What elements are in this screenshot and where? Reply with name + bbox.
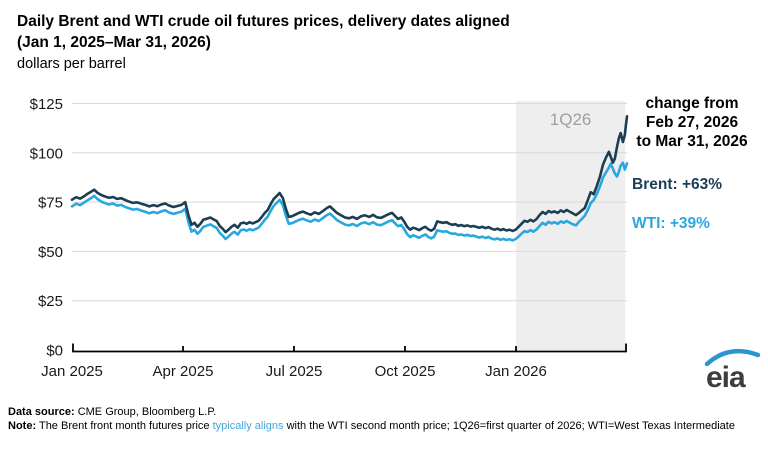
x-axis-labels: Jan 2025 Apr 2025 Jul 2025 Oct 2025 Jan 2026 [41,363,547,380]
change-line1: change from [645,95,739,112]
brent-series-line [70,115,629,234]
wti-series-line [70,161,629,242]
x-axis-tick-label: Jan 2026 [485,363,547,380]
data-source-text: CME Group, Bloomberg L.P. [77,406,217,418]
wti-change-label: WTI: +39% [632,215,710,232]
y-axis-tick-label: $100 [30,145,63,162]
x-axis-line [72,343,627,353]
eia-logo-swoosh-icon [704,348,761,367]
chart-title-line1: Daily Brent and WTI crude oil futures pr… [17,13,510,30]
chart-units-subtitle: dollars per barrel [17,56,126,72]
y-axis-tick-label: $50 [38,244,63,261]
eia-logo: eia [704,348,761,394]
data-source-label: Data source: [8,406,75,418]
typically-aligns-link[interactable]: typically aligns [212,419,284,432]
y-axis-tick-label: $0 [46,343,63,360]
gridlines [72,103,627,302]
region-label-1q26: 1Q26 [550,110,592,129]
x-axis-tick-label: Jan 2025 [41,363,103,380]
note-line: Note: The Brent front month futures pric… [8,420,764,434]
note-text-pre: The Brent front month futures price [38,419,213,432]
change-line2: Feb 27, 2026 [645,114,739,131]
x-axis-tick-label: Jul 2025 [266,363,323,380]
data-source-line: Data source: CME Group, Bloomberg L.P. [8,406,764,420]
brent-change-label: Brent: +63% [632,176,723,193]
chart-header: Daily Brent and WTI crude oil futures pr… [17,11,510,74]
y-axis-tick-label: $125 [30,96,63,113]
y-axis-tick-label: $25 [38,293,63,310]
chart-footer: Data source: CME Group, Bloomberg L.P. N… [8,406,764,433]
x-axis-tick-label: Oct 2025 [375,363,436,380]
x-axis-tick-label: Apr 2025 [153,363,214,380]
price-line-chart: $0 $25 $50 $75 $100 $125 1Q26 Jan 2025 Apr 202… [30,96,629,380]
chart-title-line2: (Jan 1, 2025–Mar 31, 2026) [17,34,211,51]
y-axis-tick-label: $75 [38,195,63,212]
change-header: change from Feb 27, 2026 to Mar 31, 2026 [616,94,768,151]
eia-logo-text: eia [706,361,746,394]
shaded-region-1q26 [516,101,626,350]
change-line3: to Mar 31, 2026 [636,133,748,150]
change-annotation: change from Feb 27, 2026 to Mar 31, 2026… [616,94,768,233]
note-text-post: with the WTI second month price; 1Q26=fi… [283,419,735,432]
note-label: Note: [8,419,37,432]
y-axis-labels: $0 $25 $50 $75 $100 $125 [30,96,63,360]
